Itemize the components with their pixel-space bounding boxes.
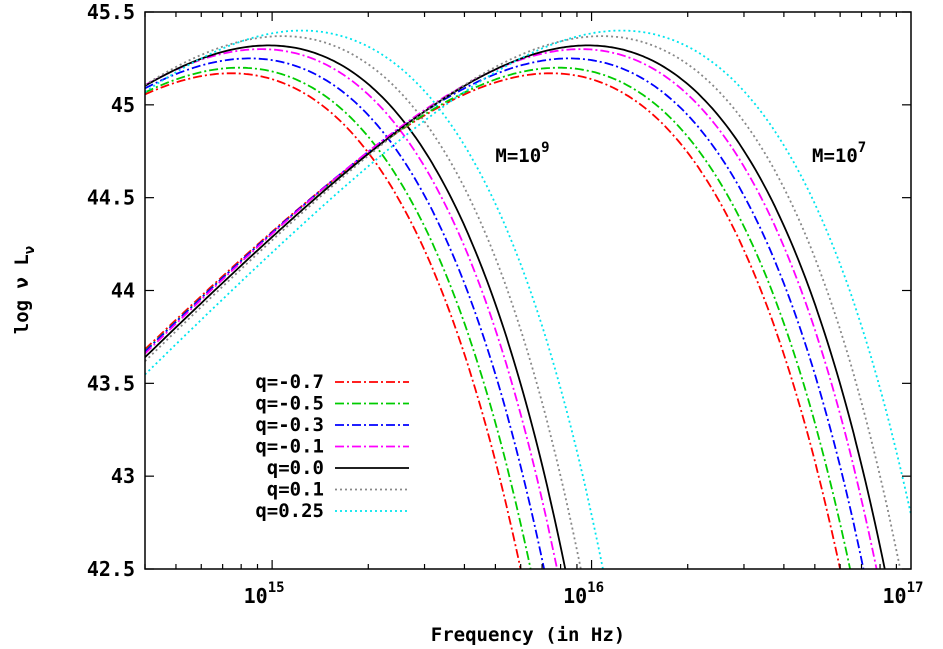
series-line-q=-0.5-group-1 (145, 66, 532, 569)
y-axis-title-main: log ν L (11, 254, 33, 334)
series-line-q=0.25-group-1 (145, 29, 604, 569)
series-line-q=0.1-group-2 (145, 35, 902, 569)
y-tick-label: 43.5 (87, 371, 135, 395)
mass-annotation-2: M=107 (812, 140, 866, 167)
y-tick-label: 44.5 (87, 186, 135, 210)
y-tick-label: 45 (111, 93, 135, 117)
mass-annotation-1: M=109 (495, 140, 549, 167)
series-line-q=-0.3-group-2 (145, 57, 865, 569)
series-line-q=-0.1-group-1 (145, 48, 559, 569)
legend-label: q=-0.1 (255, 436, 324, 458)
x-axis-title: Frequency (in Hz) (431, 624, 625, 646)
legend: q=-0.7q=-0.5q=-0.3q=-0.1q=0.0q=0.1q=0.25 (255, 371, 409, 522)
legend-label: q=0.1 (267, 479, 324, 501)
series-line-q=-0.3-group-1 (145, 57, 546, 569)
ticks-layer: 42.5 43 43.5 44 44.5 45 45.5 1015 1016 1017 (87, 0, 924, 608)
y-tick-label: 44 (111, 279, 135, 303)
legend-label: q=-0.5 (255, 393, 324, 415)
x-tick-label: 1016 (563, 580, 604, 608)
y-axis-title: log ν Lν (11, 246, 38, 335)
legend-label: q=-0.7 (255, 371, 324, 393)
series-line-q=0.1-group-1 (145, 35, 582, 569)
legend-label: q=0.0 (267, 457, 324, 479)
series-line-q=-0.1-group-2 (145, 48, 878, 569)
series-line-q=-0.7-group-1 (145, 72, 522, 569)
y-tick-label: 43 (111, 464, 135, 488)
curves-layer (145, 29, 911, 569)
x-tick-label: 1017 (883, 580, 924, 608)
legend-label: q=0.25 (255, 500, 324, 522)
y-tick-label: 42.5 (87, 557, 135, 581)
series-line-q=0.25-group-2 (145, 29, 911, 515)
plot-frame (144, 11, 912, 570)
y-tick-label: 45.5 (87, 0, 135, 24)
legend-label: q=-0.3 (255, 414, 324, 436)
annotations-layer: M=109 M=107 (495, 140, 866, 167)
y-axis-title-sub: ν (22, 246, 38, 254)
x-tick-label: 1015 (244, 580, 285, 608)
series-line-q=0.0-group-2 (145, 44, 886, 569)
series-line-q=0.0-group-1 (145, 44, 567, 569)
series-line-q=-0.7-group-2 (145, 72, 842, 569)
